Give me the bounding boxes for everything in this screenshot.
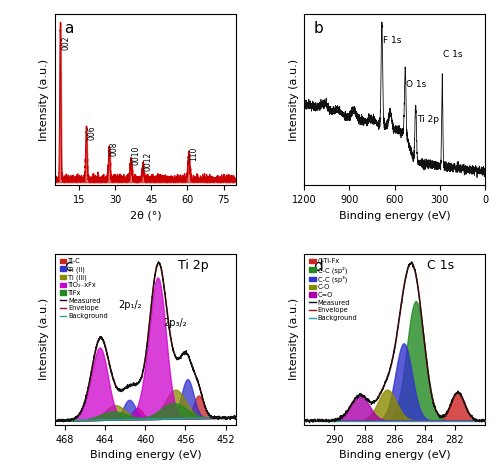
Text: 2p₁/₂: 2p₁/₂ — [118, 301, 142, 311]
Text: 0012: 0012 — [144, 152, 152, 171]
Text: C 1s: C 1s — [444, 50, 463, 59]
Text: 002: 002 — [61, 36, 70, 50]
X-axis label: Binding energy (eV): Binding energy (eV) — [339, 450, 450, 460]
Text: 2p₃/₂: 2p₃/₂ — [164, 318, 188, 328]
Y-axis label: Intensity (a.u.): Intensity (a.u.) — [40, 59, 50, 141]
Y-axis label: Intensity (a.u.): Intensity (a.u.) — [289, 298, 299, 380]
Text: a: a — [64, 21, 74, 36]
Text: C 1s: C 1s — [427, 259, 454, 272]
Text: 008: 008 — [110, 142, 119, 156]
X-axis label: Binding energy (eV): Binding energy (eV) — [339, 211, 450, 220]
Y-axis label: Intensity (a.u.): Intensity (a.u.) — [40, 298, 50, 380]
Text: d: d — [314, 259, 323, 274]
Text: c: c — [64, 259, 72, 274]
Text: 006: 006 — [87, 126, 96, 140]
X-axis label: Binding energy (eV): Binding energy (eV) — [90, 450, 201, 460]
Text: O 1s: O 1s — [406, 80, 426, 90]
Legend: Ti-C, Ti (II), Ti (III), TiO₂₋xFx, TiFx, Measured, Envelope, Background: Ti-C, Ti (II), Ti (III), TiO₂₋xFx, TiFx,… — [58, 257, 110, 320]
Text: 110: 110 — [190, 147, 198, 161]
X-axis label: 2θ (°): 2θ (°) — [130, 211, 161, 220]
Text: Ti 2p: Ti 2p — [178, 259, 208, 272]
Text: F 1s: F 1s — [382, 36, 401, 45]
Text: Ti 2p: Ti 2p — [417, 115, 439, 124]
Legend: C-Ti-Fx, C-C (sp²), C-C (sp³), C-O, C=O, Measured, Envelope, Background: C-Ti-Fx, C-C (sp²), C-C (sp³), C-O, C=O,… — [308, 257, 358, 322]
Text: 0010: 0010 — [132, 146, 140, 165]
Text: b: b — [314, 21, 323, 36]
Y-axis label: Intensity (a.u.): Intensity (a.u.) — [289, 59, 299, 141]
